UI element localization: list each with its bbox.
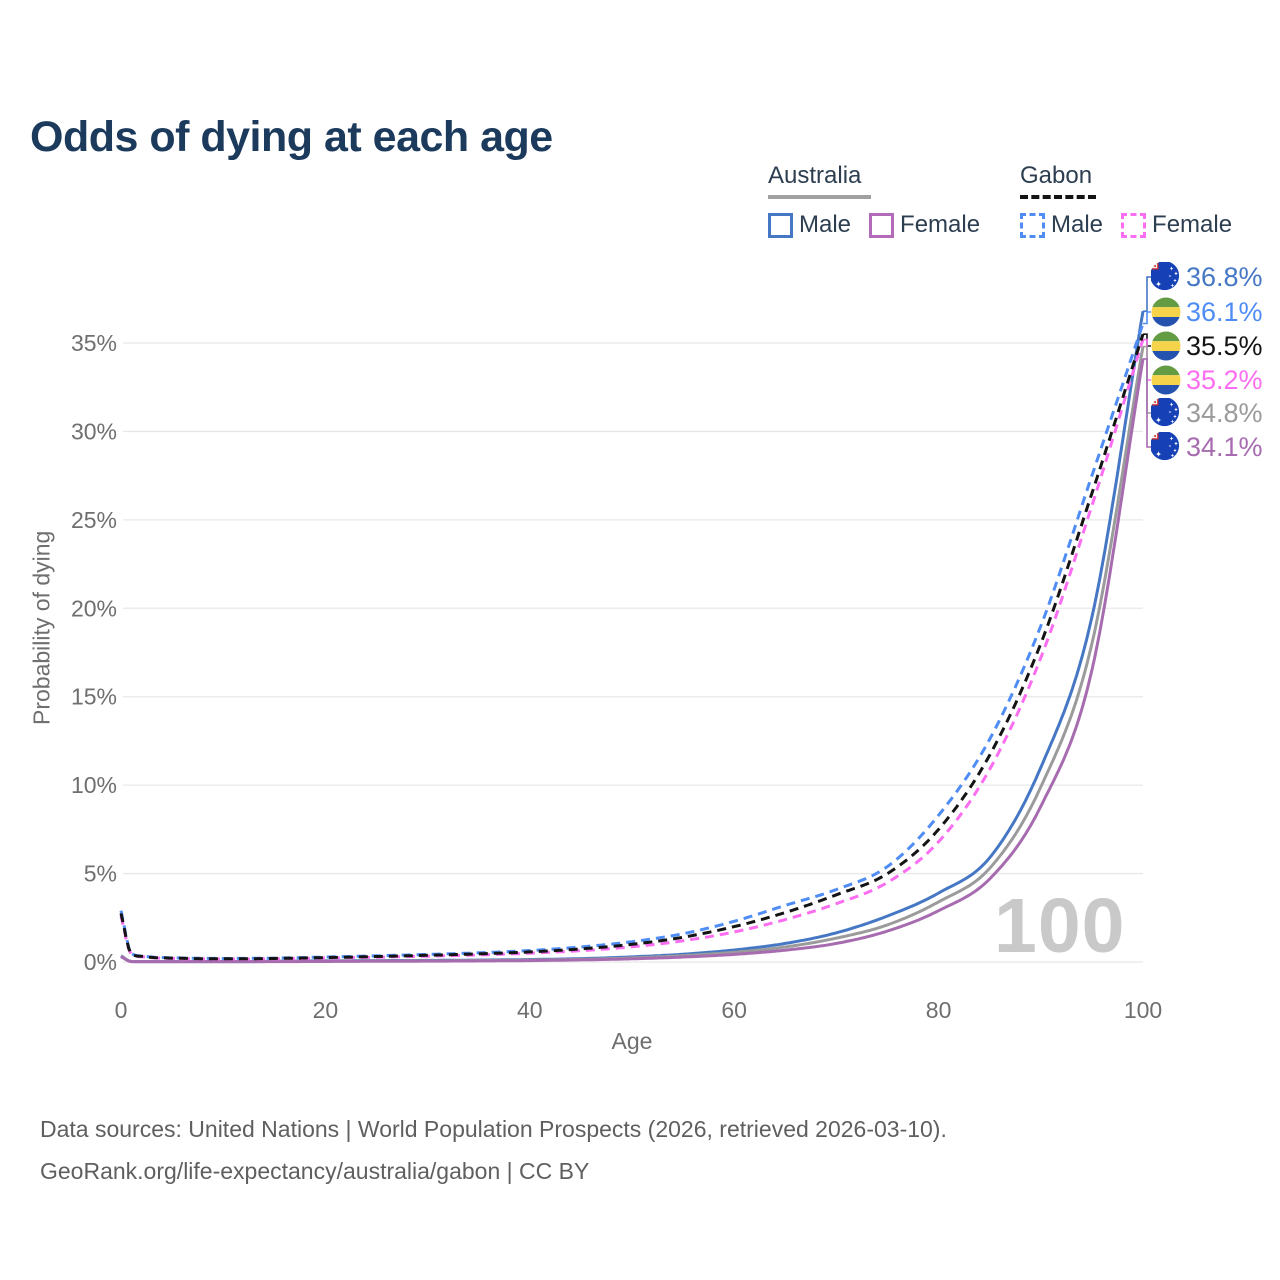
- legend-item-australia-male[interactable]: Male: [768, 211, 851, 239]
- source-line-1: Data sources: United Nations | World Pop…: [40, 1116, 947, 1142]
- legend-item-australia-female[interactable]: Female: [869, 211, 980, 239]
- y-tick-label: 0%: [84, 949, 117, 975]
- end-label-au_female: 34.1%: [1151, 432, 1263, 462]
- gabon-flag-icon: [1151, 297, 1181, 327]
- source-attribution: Data sources: United Nations | World Pop…: [40, 1108, 947, 1192]
- legend-label: Male: [799, 211, 852, 238]
- australia-flag-icon: [1151, 262, 1181, 292]
- gabon-flag-icon: [1151, 365, 1181, 395]
- australia-flag-icon: [1151, 432, 1181, 462]
- page-title: Odds of dying at each age: [30, 112, 553, 161]
- legend-country-australia[interactable]: Australia: [768, 162, 862, 189]
- curve-gabon-both-sexes[interactable]: [119, 333, 1145, 961]
- curve-australia-both-sexes[interactable]: [120, 346, 1145, 964]
- y-tick-label: 15%: [71, 684, 117, 710]
- x-tick-label: 80: [926, 997, 952, 1023]
- end-label-value: 35.2%: [1186, 364, 1263, 395]
- gabon-female-swatch-icon: [1121, 212, 1147, 238]
- age-watermark: 100: [994, 883, 1126, 969]
- y-tick-label: 30%: [71, 418, 117, 444]
- end-label-value: 34.8%: [1186, 397, 1263, 428]
- gabon-male-swatch-icon: [1020, 212, 1045, 238]
- y-tick-label: 10%: [71, 772, 117, 798]
- australia-male-swatch-icon: [768, 212, 793, 238]
- curve-australia-male[interactable]: [120, 310, 1145, 964]
- y-tick-label: 5%: [84, 861, 117, 887]
- australia-female-swatch-icon: [869, 212, 895, 238]
- y-tick-label: 35%: [71, 330, 117, 356]
- end-label-value: 36.1%: [1186, 296, 1263, 327]
- y-tick-label: 20%: [71, 595, 117, 621]
- curve-australia-female[interactable]: [120, 358, 1145, 964]
- legend-item-gabon-female[interactable]: Female: [1121, 211, 1232, 239]
- legend-item-gabon-male[interactable]: Male: [1020, 211, 1103, 239]
- legend-group-australia: Australia Male Female: [768, 162, 980, 239]
- source-line-2: GeoRank.org/life-expectancy/australia/ga…: [40, 1158, 590, 1184]
- x-tick-label: 0: [115, 997, 128, 1023]
- x-tick-label: 20: [313, 997, 339, 1023]
- legend-label: Female: [900, 211, 981, 238]
- end-label-value: 34.1%: [1186, 431, 1263, 462]
- y-tick-label: 25%: [71, 507, 117, 533]
- legend-group-gabon: Gabon Male Female: [1020, 162, 1232, 239]
- end-label-value: 36.8%: [1186, 261, 1263, 292]
- legend-label: Male: [1051, 211, 1104, 238]
- legend-label: Female: [1152, 211, 1233, 238]
- x-tick-label: 40: [517, 997, 543, 1023]
- end-label-ga_female: 35.2%: [1151, 365, 1263, 395]
- legend-country-gabon[interactable]: Gabon: [1020, 162, 1093, 189]
- x-tick-label: 60: [721, 997, 747, 1023]
- end-label-connector: [1143, 358, 1151, 448]
- end-label-value: 35.5%: [1186, 330, 1263, 361]
- end-label-ga_male: 36.1%: [1151, 297, 1263, 327]
- y-axis-title: Probability of dying: [28, 530, 55, 726]
- australia-solid-line-swatch: [768, 195, 871, 199]
- gabon-dashed-line-swatch: [1020, 195, 1096, 199]
- gabon-flag-icon: [1151, 331, 1181, 361]
- end-label-connector: [1143, 276, 1151, 312]
- australia-flag-icon: [1151, 398, 1181, 428]
- end-label-au_male: 36.8%: [1151, 262, 1263, 292]
- end-label-au_both: 34.8%: [1151, 398, 1263, 428]
- x-tick-label: 100: [1124, 997, 1162, 1023]
- curve-gabon-male[interactable]: [119, 323, 1145, 960]
- x-axis-title: Age: [611, 1028, 653, 1054]
- end-label-ga_both: 35.5%: [1151, 331, 1263, 361]
- end-label-connector: [1143, 311, 1151, 325]
